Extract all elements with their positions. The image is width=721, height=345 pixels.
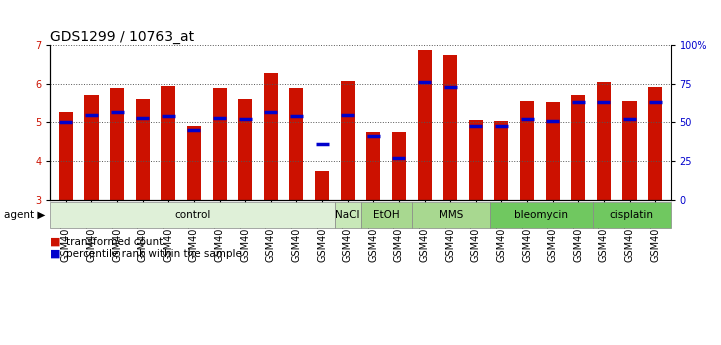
Text: percentile rank within the sample: percentile rank within the sample (66, 249, 242, 258)
Bar (469, 120, 483, 200)
Bar (571, 95, 585, 200)
Bar (417, 50, 432, 200)
Text: NaCl: NaCl (335, 210, 360, 220)
Text: cisplatin: cisplatin (610, 210, 654, 220)
Bar (597, 82, 611, 200)
Bar (443, 55, 457, 200)
Bar (340, 81, 355, 200)
Text: transformed count: transformed count (66, 237, 164, 246)
Bar (392, 132, 406, 200)
Text: ■: ■ (50, 249, 61, 258)
Bar (187, 126, 201, 200)
Bar (238, 99, 252, 200)
Bar (264, 73, 278, 200)
Bar (84, 95, 99, 200)
Bar (110, 88, 124, 200)
Bar (315, 171, 329, 200)
Bar (648, 87, 662, 200)
Bar (289, 88, 304, 200)
Bar (136, 99, 150, 200)
Text: GDS1299 / 10763_at: GDS1299 / 10763_at (50, 30, 195, 44)
Text: ■: ■ (50, 237, 61, 246)
Bar (366, 132, 381, 200)
Text: bleomycin: bleomycin (514, 210, 568, 220)
Bar (162, 86, 175, 200)
Bar (495, 120, 508, 200)
Bar (59, 112, 73, 200)
Text: control: control (174, 210, 211, 220)
Text: agent ▶: agent ▶ (4, 210, 45, 220)
Text: MMS: MMS (439, 210, 463, 220)
Bar (520, 101, 534, 200)
Text: EtOH: EtOH (373, 210, 399, 220)
Bar (622, 101, 637, 200)
Bar (213, 88, 226, 200)
Bar (546, 102, 559, 200)
